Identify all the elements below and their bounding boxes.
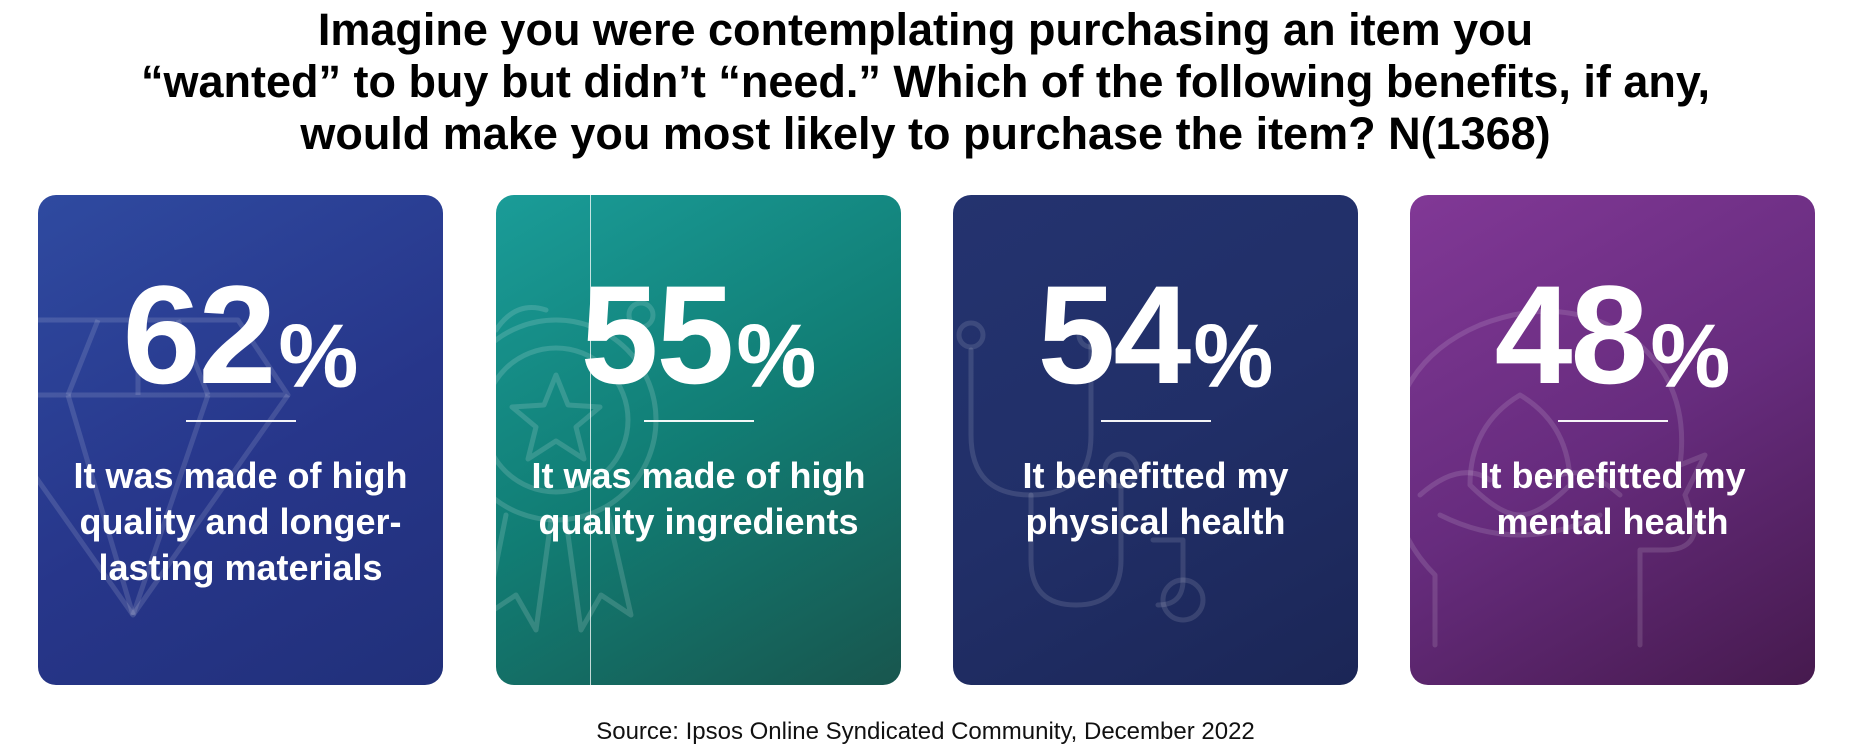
chart-title: Imagine you were contemplating purchasin… — [0, 4, 1851, 160]
vertical-line — [590, 195, 591, 685]
stat-card-materials: 62% It was made of high quality and long… — [38, 195, 443, 685]
divider-line — [1558, 420, 1668, 422]
stat-label: It was made of high quality ingredients — [531, 455, 866, 542]
chart-title-line-1: Imagine you were contemplating purchasin… — [317, 4, 1534, 55]
stat-label: It benefitted my mental health — [1479, 455, 1746, 542]
stat-number: 48 — [1494, 256, 1649, 413]
head-lotus-icon — [1410, 308, 1708, 648]
divider-line — [186, 420, 296, 422]
percent-sign: % — [1193, 307, 1274, 407]
source-note: Source: Ipsos Online Syndicated Communit… — [596, 718, 1255, 745]
percent-sign: % — [278, 307, 359, 407]
stethoscope-icon — [956, 320, 1206, 623]
stat-value: 55% — [496, 265, 901, 408]
divider-line — [1101, 420, 1211, 422]
chart-title-line-2: “wanted” to buy but didn’t “need.” Which… — [140, 56, 1711, 107]
chart-title-line-3: would make you most likely to purchase t… — [300, 108, 1551, 159]
divider-line — [644, 420, 754, 422]
stat-value: 48% — [1410, 265, 1815, 408]
stat-number: 55 — [580, 256, 735, 413]
percent-sign: % — [1650, 307, 1731, 407]
stat-number: 54 — [1037, 256, 1192, 413]
stat-card-physical-health: 54% It benefitted my physical health — [953, 195, 1358, 685]
stat-label: It was made of high quality and longer-l… — [73, 455, 408, 588]
stat-value: 62% — [38, 265, 443, 408]
percent-sign: % — [736, 307, 817, 407]
stat-number: 62 — [122, 256, 277, 413]
stat-label: It benefitted my physical health — [1022, 455, 1289, 542]
stat-card-ingredients: 55% It was made of high quality ingredie… — [496, 195, 901, 685]
diamond-icon — [38, 317, 291, 618]
stat-card-mental-health: 48% It benefitted my mental health — [1410, 195, 1815, 685]
stat-value: 54% — [953, 265, 1358, 408]
